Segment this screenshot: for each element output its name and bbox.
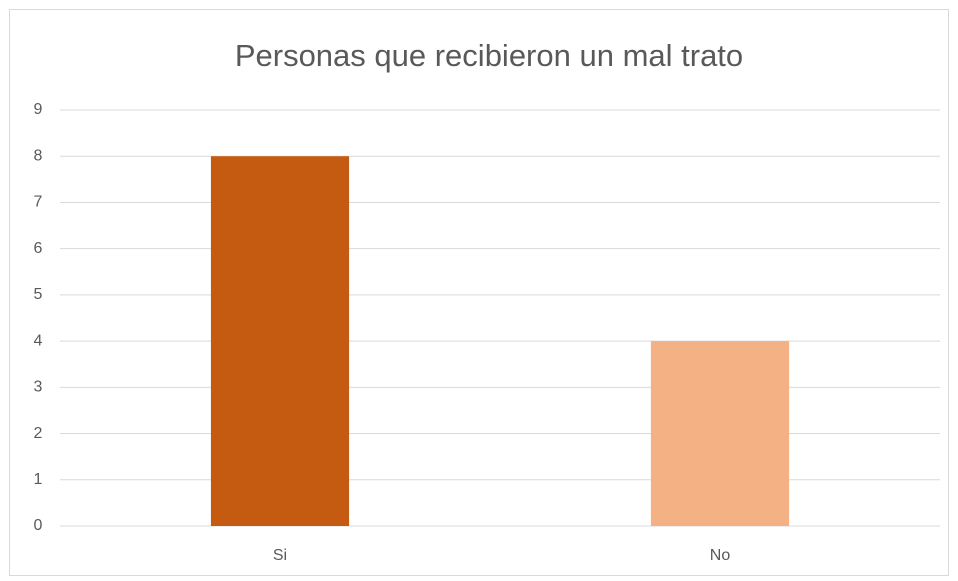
y-tick-label: 1 bbox=[34, 471, 43, 488]
y-tick-label: 7 bbox=[34, 194, 43, 211]
y-tick-label: 4 bbox=[34, 332, 43, 349]
chart-title: Personas que recibieron un mal trato bbox=[235, 38, 743, 73]
y-tick-label: 5 bbox=[34, 286, 43, 303]
y-tick-label: 2 bbox=[34, 425, 43, 442]
bar bbox=[650, 341, 790, 526]
x-tick-label: Si bbox=[273, 547, 287, 564]
y-tick-label: 3 bbox=[34, 379, 43, 396]
bar bbox=[210, 156, 350, 526]
y-tick-label: 9 bbox=[34, 101, 43, 118]
y-tick-label: 8 bbox=[34, 147, 43, 164]
y-tick-label: 6 bbox=[34, 240, 43, 257]
y-tick-label: 0 bbox=[34, 517, 43, 534]
chart-frame bbox=[9, 9, 949, 576]
x-tick-label: No bbox=[710, 547, 731, 564]
